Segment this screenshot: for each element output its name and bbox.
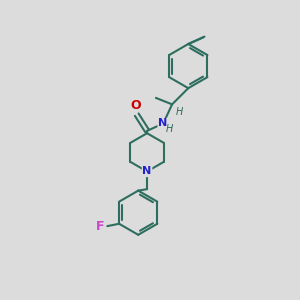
Text: O: O <box>130 99 141 112</box>
Text: N: N <box>142 167 152 176</box>
Text: H: H <box>176 107 183 117</box>
Text: H: H <box>166 124 173 134</box>
Text: F: F <box>96 220 104 233</box>
Text: N: N <box>158 118 167 128</box>
